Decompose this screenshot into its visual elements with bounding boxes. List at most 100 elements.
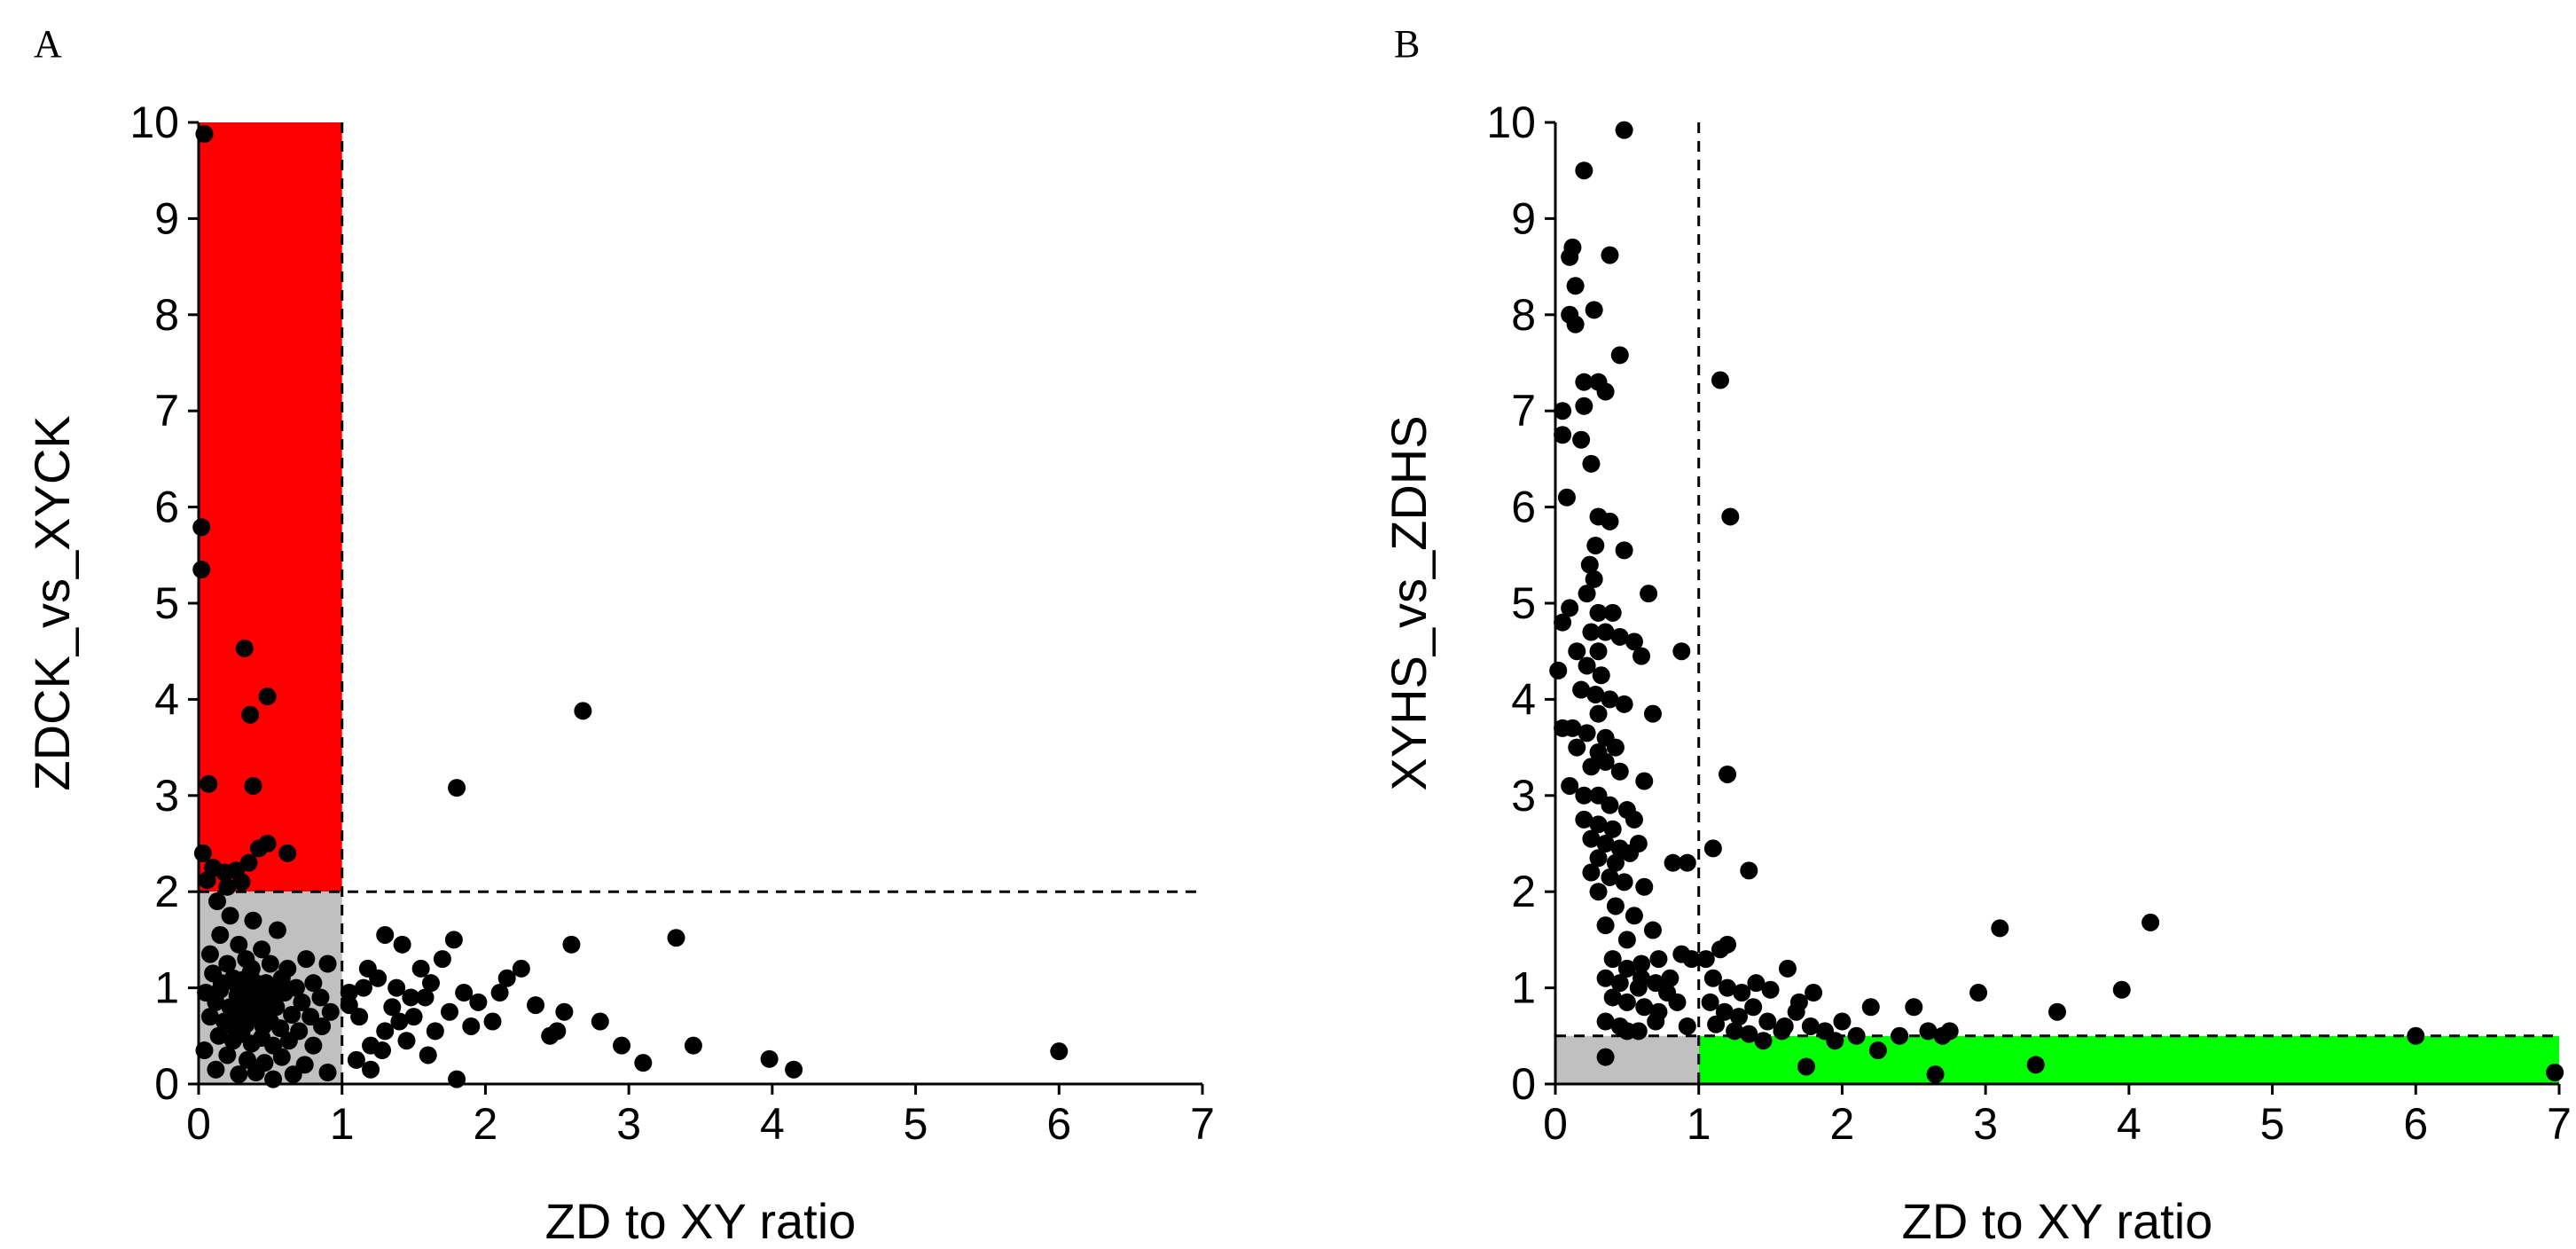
panel-b-x-tick-label: 5	[2260, 1099, 2285, 1149]
panel-b-data-point	[1625, 632, 1643, 651]
panel-b-data-point	[1696, 950, 1715, 969]
panel-a-data-point	[304, 1036, 323, 1055]
panel-b-data-point	[1596, 916, 1615, 935]
panel-b-data-point	[1778, 959, 1797, 978]
panel-a-data-point	[239, 853, 258, 872]
panel-b-data-point	[1578, 724, 1596, 742]
panel-b-data-point	[1563, 719, 1582, 737]
panel-b-data-point	[1868, 1041, 1887, 1060]
panel-b-data-point	[1969, 984, 1988, 1002]
panel-b-data-point	[1596, 1048, 1615, 1066]
panel-a-y-tick-label: 7	[154, 386, 179, 436]
panel-b-data-point	[1572, 430, 1591, 449]
panel-b-y-tick-label: 9	[1511, 193, 1536, 243]
panel-b-data-point	[1672, 642, 1691, 661]
panel-b-data-point	[1582, 863, 1601, 882]
panel-b-data-point	[1606, 738, 1625, 757]
panel-a-data-point	[404, 1008, 423, 1026]
panel-a-data-point	[242, 959, 261, 978]
panel-b-data-point	[1582, 454, 1601, 473]
panel-b-data-point	[1603, 820, 1622, 838]
panel-b-data-point	[1761, 980, 1780, 999]
panel-a-data-point	[293, 993, 311, 1011]
panel-a-data-point	[448, 1070, 466, 1088]
panel-b-data-point	[2112, 980, 2131, 999]
panel-a-data-point	[230, 1065, 248, 1084]
panel-a-data-point	[200, 774, 218, 793]
panel-a-y-tick-label: 8	[154, 290, 179, 340]
panel-a-data-point	[448, 779, 466, 797]
panel-a-data-point	[284, 1065, 302, 1084]
panel-b-data-point	[1568, 642, 1586, 661]
panel-b-x-tick-label: 1	[1687, 1099, 1711, 1149]
panel-a-data-point	[591, 1012, 609, 1031]
panel-a-y-tick-label: 0	[154, 1059, 179, 1109]
panel-b-baseline-region	[1555, 1035, 1699, 1084]
panel-b-letter: B	[1394, 22, 1420, 66]
panel-a-data-point	[760, 1049, 779, 1068]
panel-b-data-point	[1635, 998, 1654, 1017]
panel-b-y-tick-label: 0	[1511, 1059, 1536, 1109]
panel-a-x-tick-label: 2	[474, 1099, 498, 1149]
panel-a-x-tick-label: 6	[1046, 1099, 1071, 1149]
panel-b-data-point	[1740, 1025, 1758, 1043]
panel-a-y-tick-label: 3	[154, 771, 179, 821]
panel-b-data-point	[1603, 950, 1622, 969]
panel-b-data-point	[1586, 685, 1605, 703]
panel-a-y-tick-label: 4	[154, 674, 179, 724]
panel-a-x-tick-label: 5	[904, 1099, 928, 1149]
panel-b-data-point	[1572, 680, 1591, 699]
panel-b-data-point	[1603, 603, 1622, 622]
panel-b-data-point	[1801, 1017, 1820, 1035]
panel-b-data-point	[1610, 346, 1629, 365]
panel-a-data-point	[235, 639, 254, 657]
panel-b-data-point	[1561, 599, 1579, 617]
panel-b-data-point	[1586, 536, 1605, 554]
panel-a-data-point	[362, 1060, 380, 1079]
panel-b-data-point	[1640, 585, 1658, 603]
panel-b-x-axis-title: ZD to XY ratio	[1902, 1193, 2213, 1249]
panel-b-data-point	[1589, 883, 1608, 901]
panel-a-data-point	[268, 921, 286, 939]
panel-b-data-point	[1758, 1012, 1777, 1031]
panel-a-points	[192, 125, 1069, 1088]
panel-a-y-tick-label: 10	[129, 98, 179, 147]
panel-b-scatter-chart: B 0 1 2 3 4 5 6 7 8 9 10 0 1 2 3 4 5 6 7 ZD to XY ratio XYHS…	[1381, 22, 2572, 1249]
panel-b-x-tick-label: 2	[1830, 1099, 1855, 1149]
panel-a-data-point	[483, 1012, 502, 1031]
panel-a-data-point	[278, 844, 297, 862]
panel-a-data-point	[271, 1019, 290, 1038]
panel-b-data-point	[1633, 647, 1651, 665]
panel-b-x-tick-label: 7	[2547, 1099, 2572, 1149]
panel-a-data-point	[388, 978, 406, 997]
panel-b-data-point	[1847, 1026, 1866, 1045]
panel-b-data-point	[1678, 853, 1696, 872]
panel-a-data-point	[667, 929, 685, 947]
panel-a-data-point	[200, 1008, 219, 1026]
panel-a-data-point	[311, 988, 330, 1007]
panel-a-data-point	[411, 959, 430, 978]
panel-a-y-axis-title: ZDCK_vs_XYCK	[24, 415, 80, 790]
panel-b-data-point	[1615, 121, 1633, 139]
panel-b-data-point	[1643, 921, 1662, 939]
panel-a-data-point	[221, 907, 239, 925]
panel-b-data-point	[1601, 512, 1619, 530]
panel-b-data-point	[1561, 247, 1579, 266]
panel-a-data-point	[548, 1022, 567, 1041]
panel-b-y-tick-label: 3	[1511, 771, 1536, 821]
panel-a-y-tick-label: 1	[154, 963, 179, 1013]
panel-b-data-point	[1617, 959, 1636, 978]
panel-b-data-point	[1606, 897, 1625, 915]
panel-a-data-point	[228, 977, 247, 995]
panel-a-data-point	[279, 1032, 298, 1050]
panel-b-data-point	[1625, 907, 1643, 925]
panel-a-data-point	[397, 1032, 416, 1050]
panel-a-data-point	[416, 988, 435, 1007]
panel-b-data-point	[1554, 613, 1572, 632]
panel-b-data-point	[1554, 426, 1572, 444]
panel-a-data-point	[613, 1036, 631, 1055]
panel-b-data-point	[1744, 998, 1763, 1017]
panel-b-data-point	[1596, 1012, 1615, 1031]
panel-b-data-point	[1589, 603, 1608, 622]
